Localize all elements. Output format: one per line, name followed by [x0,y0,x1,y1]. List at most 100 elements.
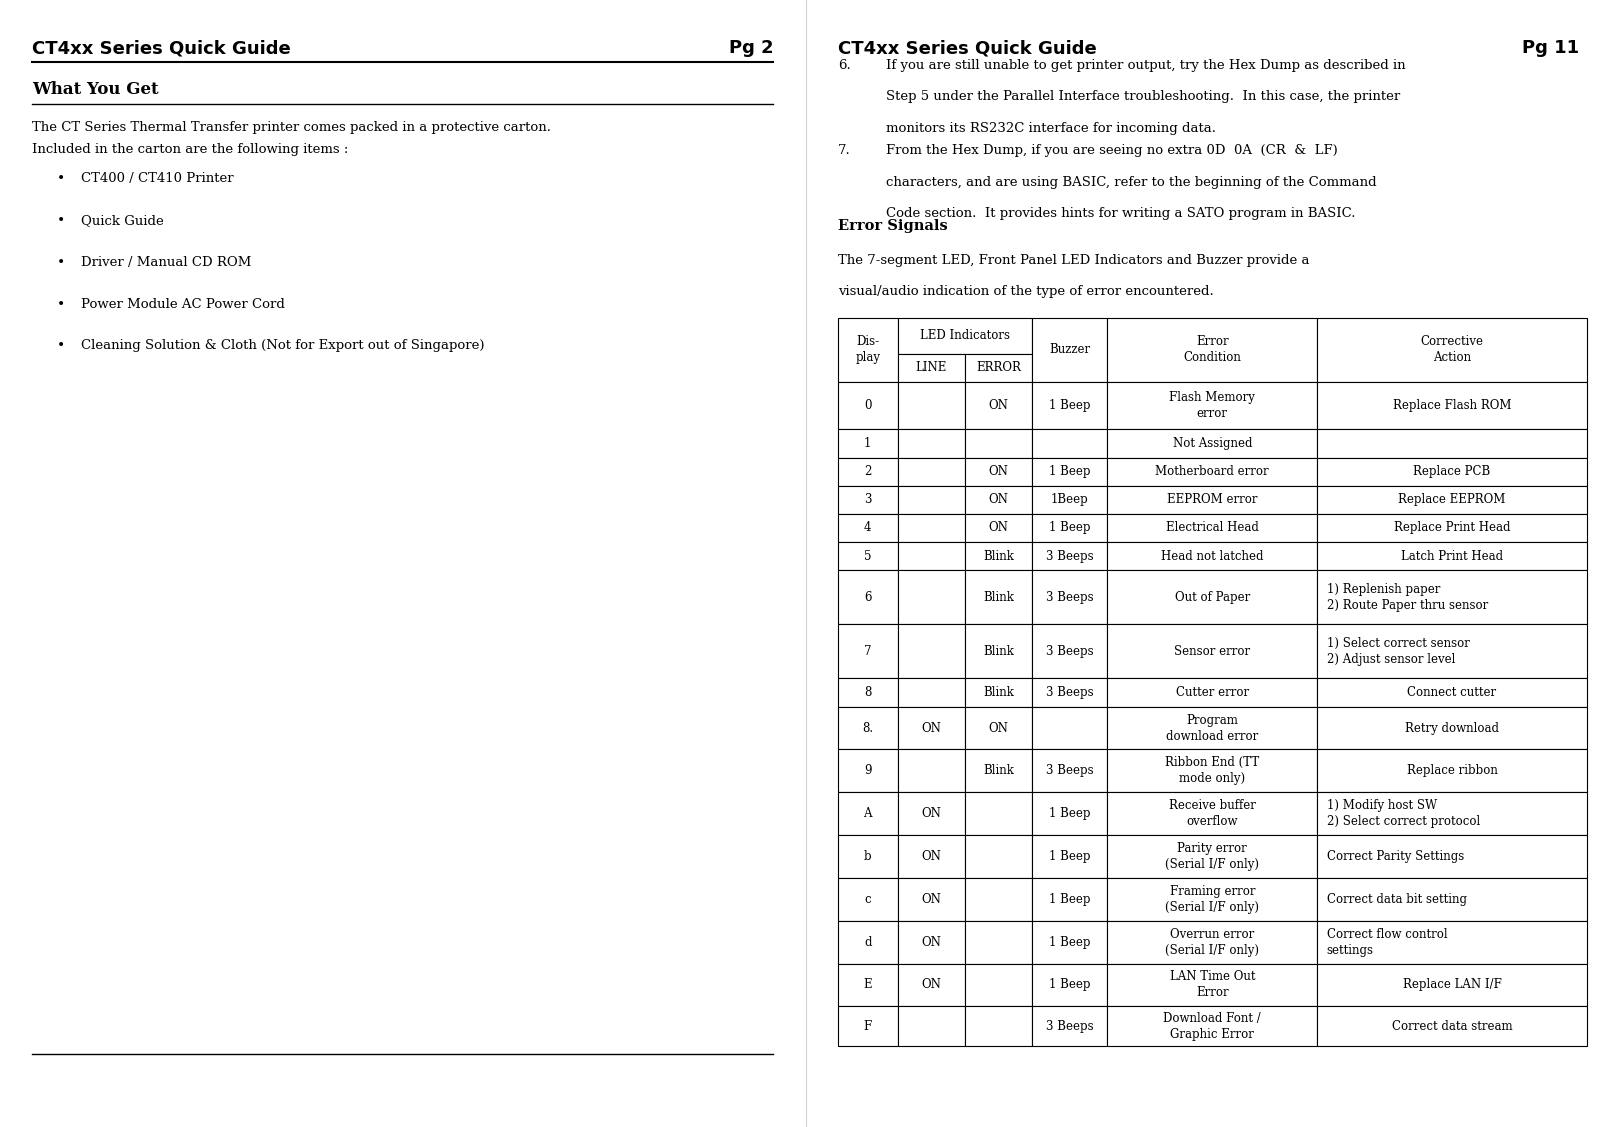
Bar [965,678,1033,707]
Bar [1107,458,1318,486]
Bar [897,921,965,964]
Text: ON: ON [921,893,941,906]
Bar [897,749,965,792]
Text: ON: ON [921,935,941,949]
Text: 1 Beep: 1 Beep [1049,978,1091,992]
Bar [1107,878,1318,921]
Text: LAN Time Out
Error: LAN Time Out Error [1170,970,1255,1000]
Bar [1318,542,1587,570]
Bar [1033,624,1107,678]
Text: Code section.  It provides hints for writing a SATO program in BASIC.: Code section. It provides hints for writ… [886,207,1355,221]
Text: 9: 9 [863,764,872,778]
Bar [1033,792,1107,835]
Text: b: b [863,850,872,863]
Text: Corrective
Action: Corrective Action [1421,336,1484,364]
Text: 1 Beep: 1 Beep [1049,522,1091,534]
Bar [838,964,897,1006]
Text: ON: ON [989,494,1008,506]
Text: E: E [863,978,872,992]
Text: Program
download error: Program download error [1166,713,1258,743]
Bar [838,486,897,514]
Text: Retry download: Retry download [1405,721,1498,735]
Bar [1107,921,1318,964]
Bar [1318,707,1587,749]
Bar [1107,964,1318,1006]
Text: Latch Print Head: Latch Print Head [1402,550,1503,562]
Bar [965,458,1033,486]
Bar [838,458,897,486]
Text: 1 Beep: 1 Beep [1049,935,1091,949]
Bar [965,514,1033,542]
Bar [965,921,1033,964]
Text: 3 Beeps: 3 Beeps [1046,1020,1094,1032]
Bar [1107,542,1318,570]
Text: •: • [56,298,64,311]
Bar [1033,1006,1107,1046]
Bar [1033,486,1107,514]
Text: visual/audio indication of the type of error encountered.: visual/audio indication of the type of e… [838,285,1213,299]
Bar [1318,570,1587,624]
Bar [897,458,965,486]
Text: Correct data bit setting: Correct data bit setting [1327,893,1468,906]
Bar [1107,429,1318,458]
Bar [965,382,1033,429]
Bar [1033,458,1107,486]
Bar [838,878,897,921]
Bar [838,921,897,964]
Text: Framing error
(Serial I/F only): Framing error (Serial I/F only) [1165,885,1260,914]
Bar [1107,570,1318,624]
Bar [838,318,897,382]
Bar [1107,624,1318,678]
Text: CT4xx Series Quick Guide: CT4xx Series Quick Guide [32,39,292,57]
Text: Not Assigned: Not Assigned [1173,437,1252,450]
Text: Correct Parity Settings: Correct Parity Settings [1327,850,1464,863]
Bar [1033,678,1107,707]
Text: Blink: Blink [983,550,1015,562]
Text: 3 Beeps: 3 Beeps [1046,686,1094,699]
Bar [838,835,897,878]
Text: Error Signals: Error Signals [838,219,947,232]
Bar [897,429,965,458]
Bar [1033,964,1107,1006]
Text: ON: ON [921,721,941,735]
Bar [1318,429,1587,458]
Bar [1107,486,1318,514]
Text: Driver / Manual CD ROM: Driver / Manual CD ROM [81,256,251,269]
Bar [838,382,897,429]
Bar [897,964,965,1006]
Bar [897,382,965,429]
Bar [1318,921,1587,964]
Bar [1107,707,1318,749]
Text: ON: ON [989,721,1008,735]
Text: CT400 / CT410 Printer: CT400 / CT410 Printer [81,172,234,186]
Text: Blink: Blink [983,645,1015,658]
Text: Error
Condition: Error Condition [1184,336,1240,364]
Bar [1318,792,1587,835]
Bar [1107,835,1318,878]
Text: Quick Guide: Quick Guide [81,214,163,228]
Bar [897,624,965,678]
Text: Replace EEPROM: Replace EEPROM [1398,494,1506,506]
Bar [838,749,897,792]
Bar [897,792,965,835]
Text: Dis-
play: Dis- play [855,336,880,364]
Text: Blink: Blink [983,591,1015,604]
Text: ON: ON [989,522,1008,534]
Text: Ribbon End (TT
mode only): Ribbon End (TT mode only) [1165,756,1260,786]
Text: Correct data stream: Correct data stream [1392,1020,1513,1032]
Text: 7: 7 [863,645,872,658]
Text: monitors its RS232C interface for incoming data.: monitors its RS232C interface for incomi… [886,122,1216,135]
Bar [1033,707,1107,749]
Text: Receive buffer
overflow: Receive buffer overflow [1170,799,1255,828]
Text: ON: ON [921,978,941,992]
Text: 3 Beeps: 3 Beeps [1046,591,1094,604]
Bar [1318,878,1587,921]
Bar [897,486,965,514]
Text: 1 Beep: 1 Beep [1049,807,1091,820]
Bar [838,678,897,707]
Text: Blink: Blink [983,764,1015,778]
Bar [838,429,897,458]
Text: 1) Modify host SW
2) Select correct protocol: 1) Modify host SW 2) Select correct prot… [1327,799,1481,828]
Bar [897,707,965,749]
Text: Replace PCB: Replace PCB [1413,465,1490,478]
